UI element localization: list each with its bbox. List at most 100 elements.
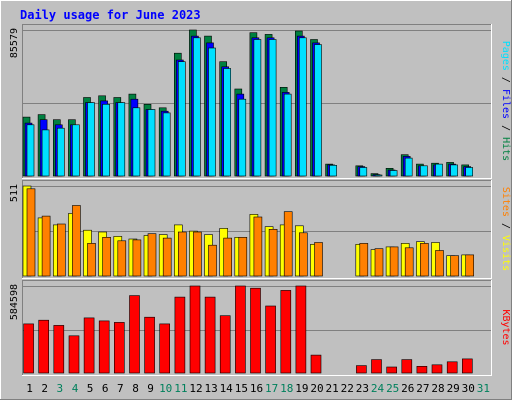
x-tick-label-day-28: 28 [431, 382, 444, 395]
bar-pages-day-24 [374, 174, 383, 177]
bar-kbytes-day-16 [250, 287, 261, 374]
legend-hits: Hits [500, 137, 511, 161]
bar-sites-day-12 [193, 231, 202, 277]
bar-pages-day-11 [178, 61, 186, 177]
bar-sites-day-15 [238, 237, 248, 277]
bar-kbytes-day-26 [401, 359, 413, 374]
x-tick-label-day-16: 16 [250, 382, 263, 395]
bar-sites-day-11 [178, 231, 187, 277]
bar-pages-day-30 [465, 167, 474, 177]
y-max-label: 584598 [9, 284, 20, 320]
bar-pages-day-23 [359, 167, 368, 177]
legend-kbytes: KBytes [500, 309, 511, 345]
bar-pages-day-15 [238, 98, 247, 177]
legend-separator: / [500, 119, 511, 137]
bar-pages-day-1 [26, 124, 35, 177]
bar-pages-day-16 [253, 39, 262, 177]
x-tick-label-day-3: 3 [56, 382, 63, 395]
bar-kbytes-day-6 [98, 320, 110, 374]
bar-sites-day-3 [56, 223, 66, 277]
bar-kbytes-day-11 [174, 296, 186, 374]
panel-top: 85579 Pages / Files / Hits [9, 24, 511, 179]
bar-pages-day-18 [283, 93, 292, 177]
bar-kbytes-day-2 [38, 319, 50, 374]
bar-kbytes-day-3 [53, 325, 65, 374]
bar-kbytes-day-29 [446, 361, 458, 374]
bar-pages-day-2 [41, 129, 50, 177]
bar-sites-day-23 [359, 243, 369, 277]
bar-kbytes-day-25 [386, 366, 398, 374]
x-tick-label-day-1: 1 [26, 382, 33, 395]
bar-kbytes-day-1 [23, 323, 34, 374]
bar-sites-day-24 [374, 248, 384, 277]
x-tick-label-day-6: 6 [102, 382, 109, 395]
x-tick-label-day-25: 25 [386, 382, 399, 395]
bar-pages-day-3 [56, 127, 65, 177]
x-tick-label-day-21: 21 [325, 382, 338, 395]
legend-files: Files [500, 89, 511, 119]
bar-kbytes-day-18 [280, 290, 292, 374]
bar-sites-day-17 [268, 229, 278, 277]
bar-pages-day-26 [404, 157, 413, 177]
bar-sites-day-30 [465, 254, 475, 277]
bar-sites-day-14 [223, 237, 232, 277]
bar-kbytes-day-19 [295, 285, 307, 374]
legend-separator: / [500, 71, 511, 89]
bar-pages-day-13 [208, 47, 216, 177]
bar-kbytes-day-12 [189, 285, 201, 374]
y-max-label: 511 [9, 184, 20, 202]
bar-pages-day-7 [117, 102, 126, 177]
bar-kbytes-day-14 [219, 315, 231, 374]
panel-middle: 511 Sites / Visits [9, 180, 511, 279]
bar-pages-day-28 [435, 163, 443, 177]
x-tick-label-day-7: 7 [117, 382, 124, 395]
x-tick-label-day-24: 24 [371, 382, 385, 395]
bar-sites-day-18 [283, 211, 293, 277]
bar-sites-day-4 [72, 205, 81, 277]
x-tick-label-day-15: 15 [235, 382, 248, 395]
bar-kbytes-day-24 [371, 359, 382, 374]
bar-kbytes-day-17 [265, 305, 276, 374]
x-tick-label-day-11: 11 [174, 382, 187, 395]
bar-pages-day-20 [314, 44, 322, 177]
x-tick-label-day-8: 8 [132, 382, 139, 395]
x-tick-label-day-9: 9 [147, 382, 154, 395]
bar-sites-day-28 [435, 250, 444, 277]
bar-kbytes-day-30 [461, 358, 473, 374]
bar-pages-day-5 [87, 102, 95, 177]
bar-pages-day-25 [389, 170, 398, 177]
bar-kbytes-day-8 [129, 295, 140, 374]
x-tick-label-day-26: 26 [401, 382, 414, 395]
bar-kbytes-day-4 [68, 335, 80, 374]
x-tick-label-day-12: 12 [189, 382, 202, 395]
bar-sites-day-27 [420, 243, 429, 277]
bar-pages-day-10 [162, 112, 171, 177]
right-legend: KBytes [500, 309, 511, 345]
bar-sites-day-8 [132, 239, 142, 277]
x-tick-label-day-14: 14 [220, 382, 234, 395]
bar-sites-day-20 [314, 242, 323, 277]
bar-sites-day-26 [404, 247, 414, 277]
x-tick-label-day-5: 5 [87, 382, 94, 395]
bar-sites-day-5 [87, 243, 96, 277]
bar-kbytes-day-5 [83, 317, 95, 374]
x-tick-label-day-31: 31 [477, 382, 490, 395]
bar-pages-day-9 [147, 109, 156, 177]
x-tick-label-day-20: 20 [310, 382, 323, 395]
x-tick-label-day-30: 30 [462, 382, 475, 395]
bar-pages-day-12 [193, 37, 201, 177]
x-axis-labels: 1 2 3 4 5 6 7 8 9 10 11 12 13 14 15 16 17 18 19 20 21 22 23 24 2… [26, 382, 490, 395]
x-tick-label-day-23: 23 [356, 382, 369, 395]
bar-sites-day-10 [162, 237, 172, 277]
right-legend: Pages / Files / Hits [500, 41, 511, 161]
bar-kbytes-day-23 [356, 365, 367, 374]
bar-kbytes-day-10 [159, 323, 170, 374]
bar-sites-day-29 [450, 255, 459, 277]
x-tick-label-day-27: 27 [416, 382, 429, 395]
x-tick-label-day-18: 18 [280, 382, 293, 395]
bar-sites-day-19 [298, 232, 308, 277]
x-tick-label-day-2: 2 [41, 382, 48, 395]
bar-pages-day-6 [102, 104, 110, 177]
bar-sites-day-7 [117, 240, 127, 277]
